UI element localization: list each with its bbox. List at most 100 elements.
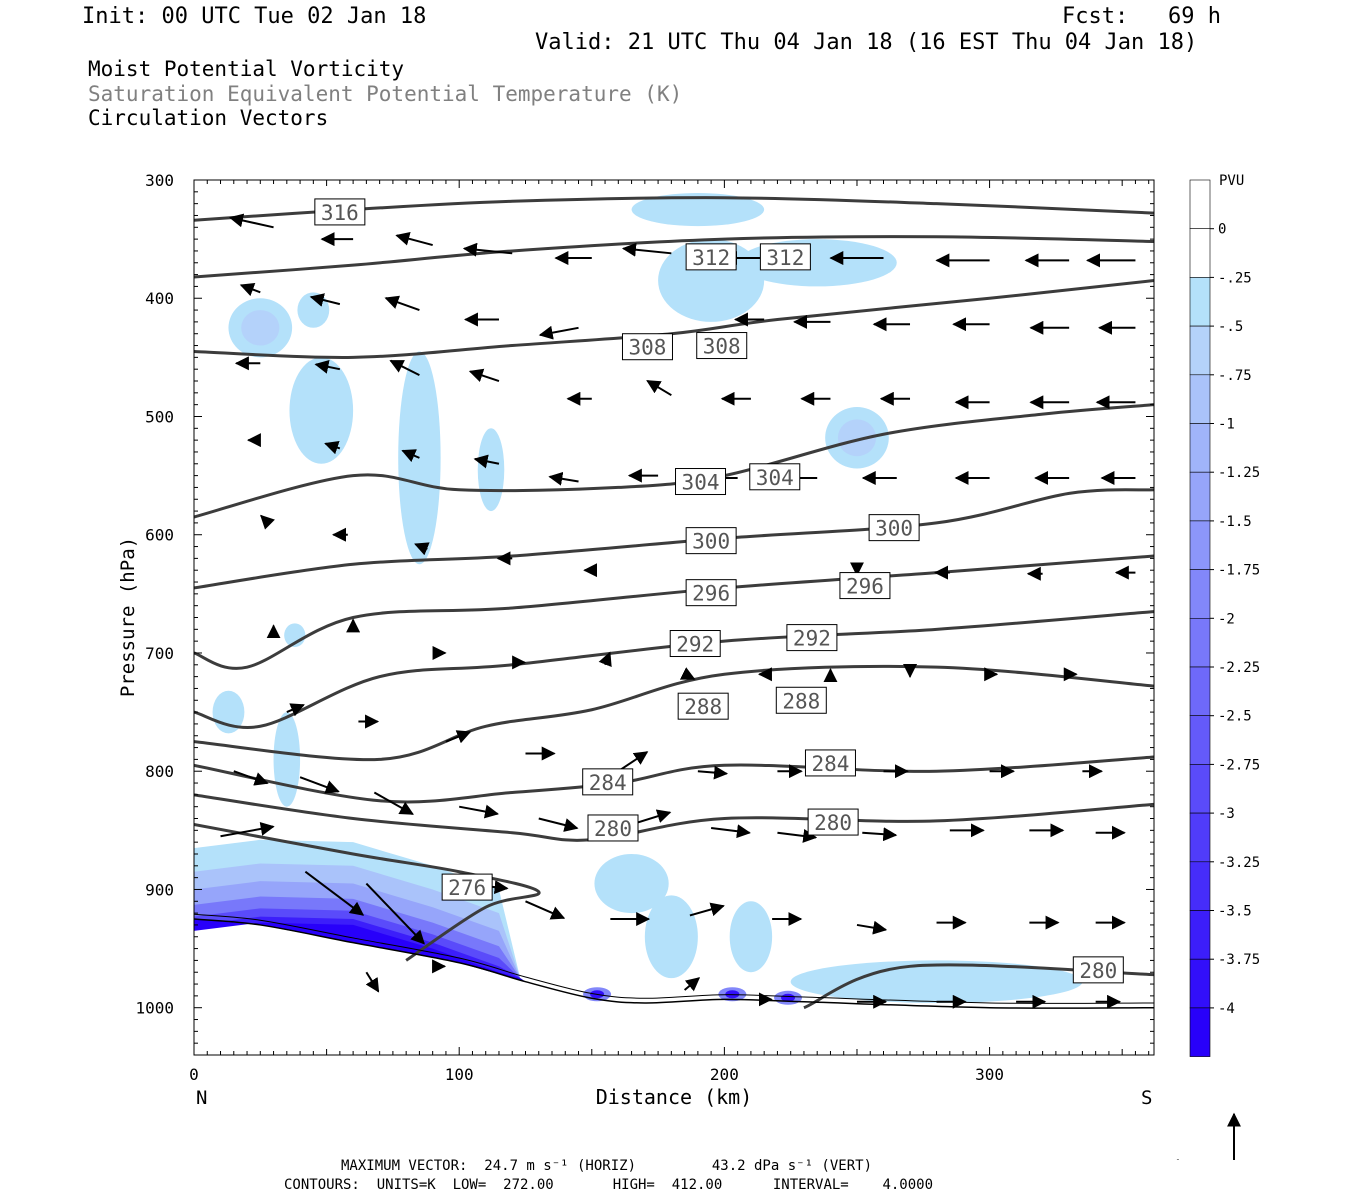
circulation-vector [401,449,420,463]
circulation-vector [538,817,579,832]
x-tick-label: 200 [710,1065,739,1084]
contour-label: 304 [749,463,801,491]
pv-blob [289,357,354,464]
contour-label-text: 288 [782,689,820,713]
contour-info: CONTOURS: UNITS=K LOW= 272.00 HIGH= 412.… [284,1177,934,1193]
colorbar-label: -2.75 [1218,757,1260,773]
contour-label-box [807,808,859,836]
colorbar-label: -2.5 [1218,709,1252,725]
circulation-vector [286,703,305,717]
colorbar-label: -2.25 [1218,660,1260,676]
x-tick-label: 100 [445,1065,474,1084]
max-vector-info: MAXIMUM VECTOR: 24.7 m s⁻¹ (HORIZ) 43.2 … [341,1158,873,1174]
theta-contour-312 [194,235,1154,279]
circulation-vector [314,359,341,374]
contour-label-box [685,527,737,555]
y-tick-label: 400 [145,289,174,308]
terrain-surface [194,918,1154,1009]
contour-label-box [314,198,366,226]
colorbar-box [1189,617,1211,668]
contour-labels: 316 312 312 308 308 304 304 300 300 296 296 292 292 2… [314,198,1124,984]
colorbar-box [1189,910,1211,960]
circulation-vector [679,667,696,680]
colorbar-box [1189,1007,1211,1057]
contour-label: 276 [441,873,493,901]
pv-blob [837,419,877,457]
colorbar-label: -3.5 [1218,904,1252,920]
circulation-vector [538,325,579,340]
theta-contour-288 [194,664,1154,762]
contour-label-text: 312 [692,246,730,270]
circulation-vector [683,977,701,992]
title-vectors: Circulation Vectors [88,106,329,130]
pv-shading [194,193,1083,1005]
circulation-vector [309,293,341,307]
theta-contour-284 [194,755,1154,804]
colorbar-label: -3.25 [1218,855,1260,871]
contour-label: 292 [669,630,721,658]
contour-label-box [696,332,748,360]
contour-label-text: 292 [793,627,831,651]
valid-time: Valid: 21 UTC Thu 04 Jan 18 (16 EST Thu … [535,30,1198,55]
circulation-vector [473,454,500,469]
circulation-vector [228,213,274,229]
colorbar-box [1189,666,1211,717]
contour-label-box [685,579,737,607]
circulation-vector [598,651,612,668]
contour-label-box [441,873,493,901]
colorbar-box [1189,471,1211,522]
forecast-hour: Fcst: 69 h [1062,4,1221,29]
pv-spot [781,993,796,1002]
colorbar-box [1189,764,1211,814]
pv-blob [477,428,505,512]
circulation-vector [395,231,433,247]
colorbar-box [1189,861,1211,911]
contour-label-box [675,468,727,496]
contour-label: 300 [868,514,920,542]
colorbar-label: -4 [1218,1001,1235,1017]
contour-label-text: 312 [766,246,804,270]
contour-label-text: 308 [703,335,741,359]
contour-label-text: 316 [321,201,359,225]
circulation-vector [548,471,579,486]
contour-label: 280 [1072,956,1124,984]
colorbar-box [1189,277,1211,327]
cross-section-chart: 316 312 312 308 308 304 304 300 300 296 296 292 292 2… [117,171,1260,1160]
colorbar-box [1189,374,1211,424]
contour-label-box [804,749,856,777]
init-time: Init: 00 UTC Tue 02 Jan 18 [82,4,427,29]
circulation-vector [365,971,380,993]
circulation-vector [260,514,275,530]
contour-label-text: 300 [875,517,913,541]
colorbar-unit: PVU [1219,173,1244,189]
contour-label-text: 296 [692,582,730,606]
pv-band [194,919,526,982]
terrain-line [194,913,1154,1009]
y-tick-label: 1000 [135,999,174,1018]
colorbar-box [1189,423,1211,473]
colorbar-box [1189,325,1211,376]
circulation-vector [468,368,500,383]
circulation-vector [220,822,275,838]
y-tick-label: 900 [145,880,174,899]
contour-label-box [839,572,891,600]
y-tick-label: 500 [145,407,174,426]
contour-label-box [775,686,827,714]
contour-label-box [759,243,811,271]
title-mpv: Moist Potential Vorticity [88,57,405,81]
circulation-vector [711,824,751,839]
circulation-vector [365,882,425,945]
contour-label: 296 [839,572,891,600]
y-tick-label: 800 [145,762,174,781]
theta-contour-300 [194,488,1154,590]
contour-label-text: 304 [756,466,794,490]
contour-label: 284 [582,768,634,796]
reference-vector [1164,1112,1241,1160]
colorbar-box [1189,569,1211,619]
contour-label-text: 308 [629,336,667,360]
circulation-vector [304,870,365,916]
colorbar-label: -.25 [1218,270,1252,286]
contour-label: 312 [759,243,811,271]
contour-label: 296 [685,579,737,607]
circulation-vector [621,242,672,257]
